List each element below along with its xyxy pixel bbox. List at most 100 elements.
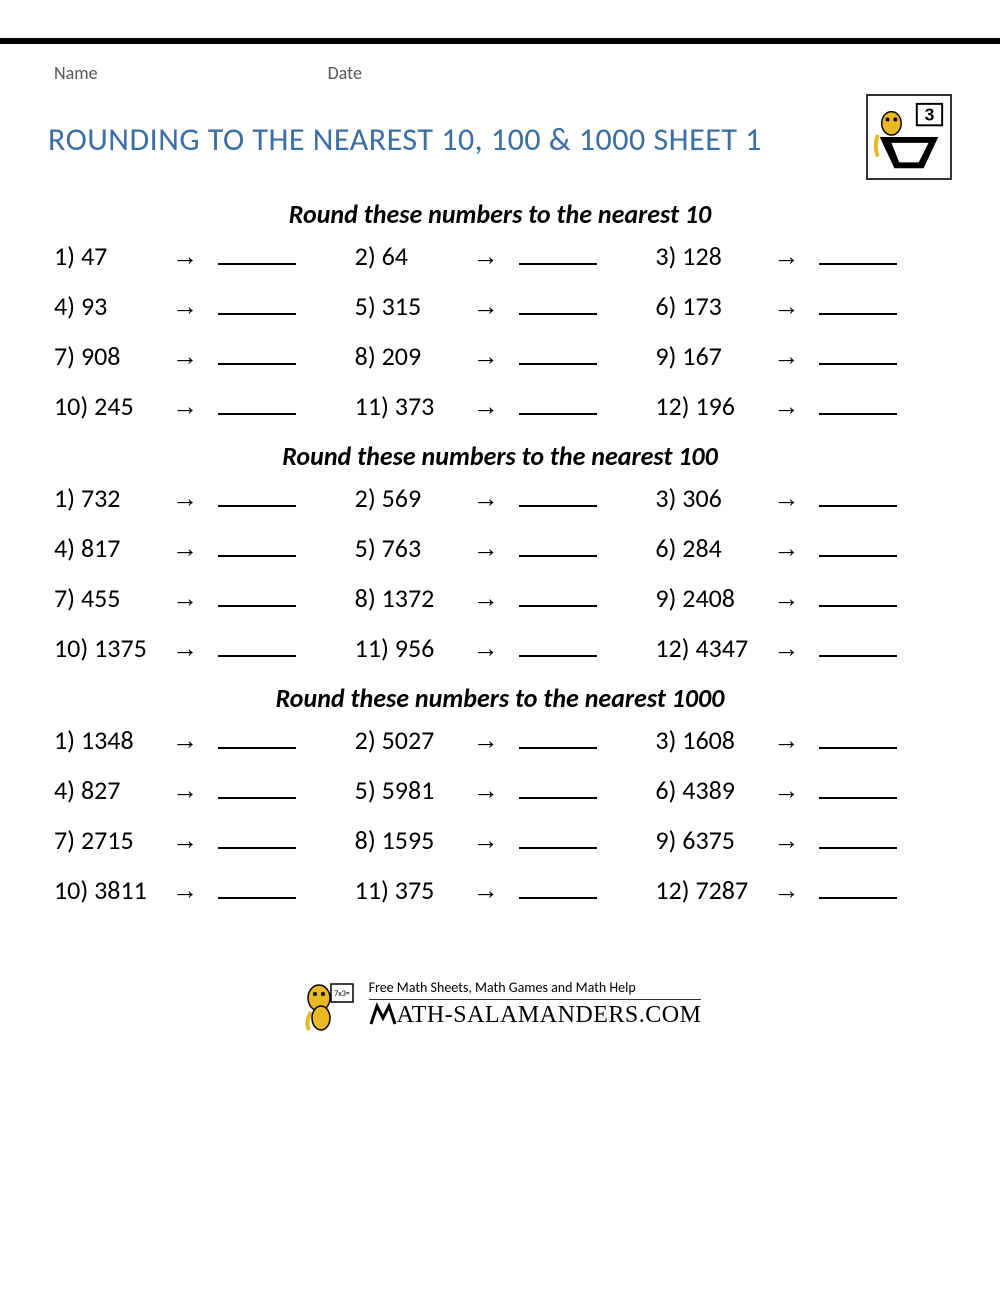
problem-item: 5) 5981→ [355,774,646,806]
answer-blank[interactable] [218,878,296,899]
footer-salamander-icon: 7x3= [299,976,359,1032]
answer-blank[interactable] [519,244,597,265]
answer-blank[interactable] [819,828,897,849]
problem-item: 12) 7287→ [655,874,946,906]
arrow-icon: → [773,583,813,614]
answer-blank[interactable] [819,344,897,365]
answer-blank[interactable] [819,878,897,899]
section-heading: Round these numbers to the nearest 10 [48,198,952,230]
answer-blank[interactable] [819,394,897,415]
problem-grid: 1) 732→2) 569→3) 306→4) 817→5) 763→6) 28… [48,482,952,664]
answer-blank[interactable] [519,294,597,315]
answer-blank[interactable] [519,878,597,899]
answer-blank[interactable] [218,586,296,607]
date-label: Date [328,62,362,84]
answer-blank[interactable] [519,586,597,607]
arrow-icon: → [773,875,813,906]
answer-blank[interactable] [218,344,296,365]
footer-tagline: Free Math Sheets, Math Games and Math He… [369,979,702,1000]
problem-number-value: 12) 196 [655,390,773,422]
problem-number-value: 9) 167 [655,340,773,372]
arrow-icon: → [773,391,813,422]
sections-container: Round these numbers to the nearest 10 1) … [48,198,952,906]
problem-item: 5) 763→ [355,532,646,564]
problem-item: 9) 6375→ [655,824,946,856]
arrow-icon: → [172,775,212,806]
problem-number-value: 6) 173 [655,290,773,322]
problem-number-value: 12) 4347 [655,632,773,664]
answer-blank[interactable] [519,394,597,415]
problem-number-value: 8) 1595 [355,824,473,856]
worksheet-page: Name Date ROUNDING TO THE NEAREST 10, 10… [0,44,1000,1067]
problem-number-value: 11) 375 [355,874,473,906]
answer-blank[interactable] [519,486,597,507]
arrow-icon: → [473,875,513,906]
answer-blank[interactable] [218,394,296,415]
arrow-icon: → [773,633,813,664]
answer-blank[interactable] [819,486,897,507]
problem-number-value: 1) 732 [54,482,172,514]
answer-blank[interactable] [819,294,897,315]
problem-item: 12) 4347→ [655,632,946,664]
problem-number-value: 4) 827 [54,774,172,806]
answer-blank[interactable] [218,778,296,799]
answer-blank[interactable] [519,344,597,365]
answer-blank[interactable] [819,728,897,749]
problem-number-value: 6) 4389 [655,774,773,806]
problem-item: 6) 4389→ [655,774,946,806]
answer-blank[interactable] [218,636,296,657]
problem-item: 4) 93→ [54,290,345,322]
answer-blank[interactable] [819,244,897,265]
page-title: ROUNDING TO THE NEAREST 10, 100 & 1000 S… [48,120,762,159]
problem-item: 6) 284→ [655,532,946,564]
problem-number-value: 11) 373 [355,390,473,422]
problem-item: 7) 455→ [54,582,345,614]
problem-number-value: 11) 956 [355,632,473,664]
arrow-icon: → [773,725,813,756]
problem-number-value: 1) 47 [54,240,172,272]
answer-blank[interactable] [519,728,597,749]
problem-number-value: 3) 1608 [655,724,773,756]
answer-blank[interactable] [218,244,296,265]
title-row: ROUNDING TO THE NEAREST 10, 100 & 1000 S… [48,94,952,180]
answer-blank[interactable] [218,486,296,507]
arrow-icon: → [172,291,212,322]
arrow-icon: → [172,725,212,756]
problem-item: 11) 373→ [355,390,646,422]
answer-blank[interactable] [819,636,897,657]
answer-blank[interactable] [819,778,897,799]
answer-blank[interactable] [819,586,897,607]
answer-blank[interactable] [519,778,597,799]
problem-item: 4) 817→ [54,532,345,564]
svg-text:7x3=: 7x3= [334,989,350,999]
arrow-icon: → [773,241,813,272]
problem-item: 8) 1595→ [355,824,646,856]
problem-item: 8) 1372→ [355,582,646,614]
answer-blank[interactable] [519,636,597,657]
problem-number-value: 2) 5027 [355,724,473,756]
problem-number-value: 2) 569 [355,482,473,514]
arrow-icon: → [172,825,212,856]
problem-number-value: 7) 455 [54,582,172,614]
arrow-icon: → [773,483,813,514]
arrow-icon: → [473,825,513,856]
problem-number-value: 4) 93 [54,290,172,322]
arrow-icon: → [473,533,513,564]
answer-blank[interactable] [218,294,296,315]
answer-blank[interactable] [519,536,597,557]
arrow-icon: → [172,483,212,514]
answer-blank[interactable] [519,828,597,849]
arrow-icon: → [473,775,513,806]
arrow-icon: → [773,775,813,806]
answer-blank[interactable] [218,536,296,557]
answer-blank[interactable] [218,828,296,849]
arrow-icon: → [473,291,513,322]
arrow-icon: → [773,291,813,322]
section-heading: Round these numbers to the nearest 100 [48,440,952,472]
answer-blank[interactable] [218,728,296,749]
arrow-icon: → [473,341,513,372]
problem-item: 11) 956→ [355,632,646,664]
answer-blank[interactable] [819,536,897,557]
header-fields: Name Date [54,62,952,84]
problem-number-value: 9) 2408 [655,582,773,614]
